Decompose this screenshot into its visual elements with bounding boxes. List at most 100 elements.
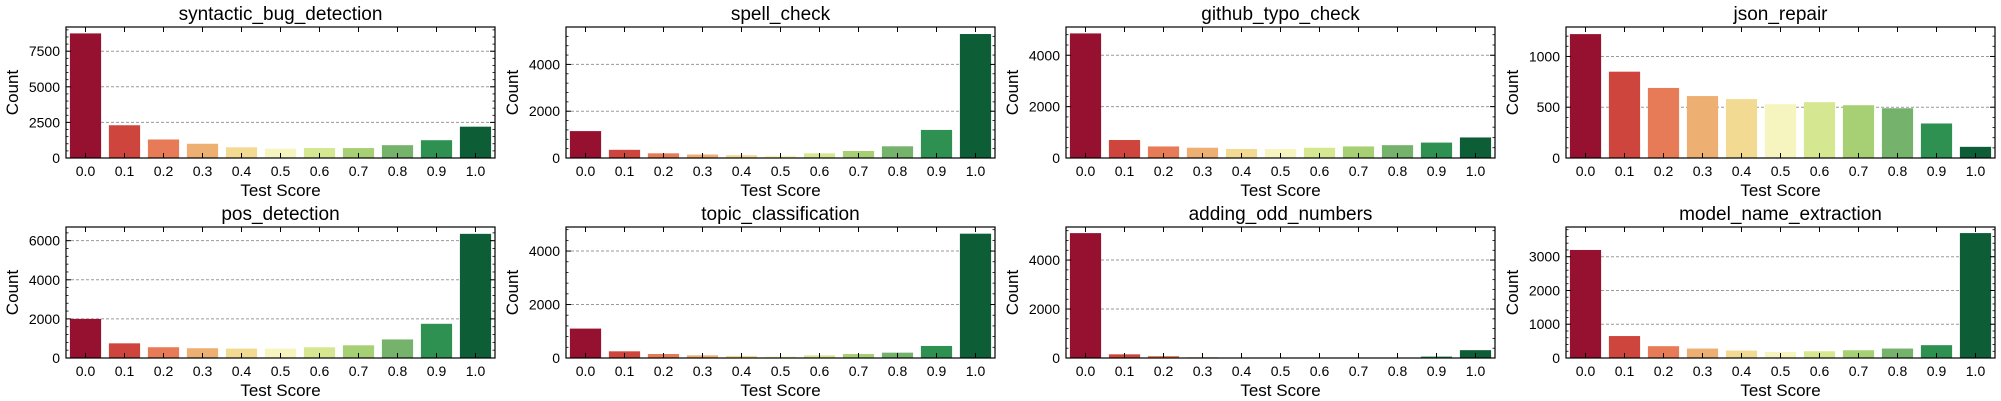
x-tick-label: 0.4 <box>1732 163 1752 179</box>
x-tick-label: 0.6 <box>310 163 330 179</box>
x-tick-label: 0.1 <box>115 363 135 379</box>
y-axis-label: Count <box>3 270 22 316</box>
chart-svg: 0 2000 4000 0.0 0.1 0.2 0.3 0.4 0.5 0.6 0.7 0.8 0.9 1… <box>1003 4 1496 200</box>
bar <box>881 146 914 158</box>
x-tick-label: 0.9 <box>927 363 947 379</box>
x-tick-label: 0.1 <box>1115 363 1135 379</box>
y-tick-label: 0 <box>52 350 60 366</box>
x-tick-label: 0.4 <box>1232 363 1252 379</box>
x-tick-label: 0.8 <box>1888 363 1908 379</box>
x-tick-label: 0.9 <box>1427 163 1447 179</box>
x-tick-label: 0.7 <box>1849 163 1869 179</box>
x-tick-label: 0.9 <box>1927 163 1947 179</box>
chart-panel: 0 2000 4000 0.0 0.1 0.2 0.3 0.4 0.5 0.6 0.7 0.8 0.9 1… <box>1000 200 1500 400</box>
x-tick-label: 0.7 <box>849 363 869 379</box>
bar <box>920 345 953 358</box>
y-tick-label: 0 <box>552 350 560 366</box>
y-tick-label: 0 <box>552 150 560 166</box>
bar <box>1069 233 1102 358</box>
x-tick-label: 1.0 <box>966 363 986 379</box>
x-tick-label: 0.1 <box>615 363 635 379</box>
x-tick-label: 0.7 <box>1349 163 1369 179</box>
y-axis-label: Count <box>3 70 22 116</box>
y-tick-label: 0 <box>1552 150 1560 166</box>
chart-svg: 0 500 1000 0.0 0.1 0.2 0.3 0.4 0.5 0.6 0.7 0.8 0.9 1.… <box>1503 4 1996 200</box>
x-tick-label: 1.0 <box>1966 363 1986 379</box>
bar <box>69 318 102 358</box>
x-tick-label: 0.3 <box>1693 363 1713 379</box>
x-tick-label: 0.2 <box>1154 163 1174 179</box>
y-tick-label: 6000 <box>29 233 60 249</box>
x-tick-label: 0.1 <box>1615 163 1635 179</box>
chart-panel: 0 2500 5000 7500 0.0 0.1 0.2 0.3 0.4 0.5 0.6 0.7 0.8… <box>0 0 500 200</box>
y-tick-label: 0 <box>1552 350 1560 366</box>
x-axis-label: Test Score <box>1240 381 1320 400</box>
x-tick-label: 0.6 <box>810 363 830 379</box>
chart-panel: 0 1000 2000 3000 0.0 0.1 0.2 0.3 0.4 0.5 0.6 0.7 0.8… <box>1500 200 2000 400</box>
chart-svg: 0 2000 4000 0.0 0.1 0.2 0.3 0.4 0.5 0.6 0.7 0.8 0.9 1… <box>503 4 996 200</box>
bar <box>1920 345 1953 358</box>
x-tick-label: 0.7 <box>1849 363 1869 379</box>
y-tick-label: 7500 <box>29 43 60 59</box>
y-tick-label: 4000 <box>529 243 560 259</box>
bar <box>1920 123 1953 158</box>
bar <box>342 345 375 358</box>
x-tick-label: 0.7 <box>1349 363 1369 379</box>
y-tick-label: 2500 <box>29 114 60 130</box>
x-tick-label: 0.1 <box>1615 363 1635 379</box>
bar <box>381 339 414 358</box>
x-tick-label: 0.4 <box>232 163 252 179</box>
x-tick-label: 1.0 <box>1466 163 1486 179</box>
x-tick-label: 0.2 <box>654 363 674 379</box>
axes-frame <box>565 226 996 359</box>
bar <box>1108 140 1141 158</box>
x-tick-label: 0.0 <box>76 163 96 179</box>
x-tick-label: 0.6 <box>1310 163 1330 179</box>
x-tick-label: 0.9 <box>1427 363 1447 379</box>
y-axis-label: Count <box>1503 70 1522 116</box>
y-axis-label: Count <box>1003 70 1022 116</box>
chart-panel: 0 2000 4000 0.0 0.1 0.2 0.3 0.4 0.5 0.6 0.7 0.8 0.9 1… <box>1000 0 1500 200</box>
bar <box>1069 33 1102 158</box>
bar <box>108 125 141 158</box>
bar <box>225 147 258 158</box>
chart-svg: 0 2000 4000 0.0 0.1 0.2 0.3 0.4 0.5 0.6 0.7 0.8 0.9 1… <box>1003 204 1496 400</box>
chart-panel: 0 500 1000 0.0 0.1 0.2 0.3 0.4 0.5 0.6 0.7 0.8 0.9 1.… <box>1500 0 2000 200</box>
x-tick-label: 1.0 <box>1466 363 1486 379</box>
x-tick-label: 0.0 <box>576 363 596 379</box>
y-tick-label: 1000 <box>1529 48 1560 64</box>
y-tick-label: 4000 <box>1029 47 1060 63</box>
bar <box>420 140 453 158</box>
bar <box>1459 137 1492 158</box>
x-tick-label: 0.4 <box>1732 363 1752 379</box>
x-tick-label: 0.3 <box>193 163 213 179</box>
x-tick-label: 0.1 <box>615 163 635 179</box>
y-tick-label: 0 <box>1052 150 1060 166</box>
y-axis-label: Count <box>503 270 522 316</box>
bar <box>1647 87 1680 158</box>
bar <box>1569 34 1602 158</box>
y-axis-label: Count <box>503 70 522 116</box>
chart-panel: 0 2000 4000 0.0 0.1 0.2 0.3 0.4 0.5 0.6 0.7 0.8 0.9 1… <box>500 0 1000 200</box>
bar <box>1303 147 1336 158</box>
x-tick-label: 1.0 <box>1966 163 1986 179</box>
y-tick-label: 4000 <box>1029 252 1060 268</box>
x-tick-label: 0.5 <box>771 363 791 379</box>
x-tick-label: 0.3 <box>1193 363 1213 379</box>
x-tick-label: 0.5 <box>271 363 291 379</box>
x-tick-label: 0.6 <box>1810 363 1830 379</box>
x-tick-label: 0.9 <box>927 163 947 179</box>
x-tick-label: 0.3 <box>693 163 713 179</box>
x-tick-label: 0.2 <box>654 163 674 179</box>
bar <box>1959 146 1992 158</box>
bar <box>186 143 219 158</box>
x-axis-label: Test Score <box>740 381 820 400</box>
bar <box>1959 233 1992 358</box>
y-tick-label: 2000 <box>529 297 560 313</box>
chart-title: topic_classification <box>701 204 859 225</box>
x-tick-label: 0.3 <box>693 363 713 379</box>
x-tick-label: 0.2 <box>1154 363 1174 379</box>
bar <box>1647 346 1680 358</box>
y-axis-label: Count <box>1003 270 1022 316</box>
x-axis-label: Test Score <box>240 181 320 200</box>
